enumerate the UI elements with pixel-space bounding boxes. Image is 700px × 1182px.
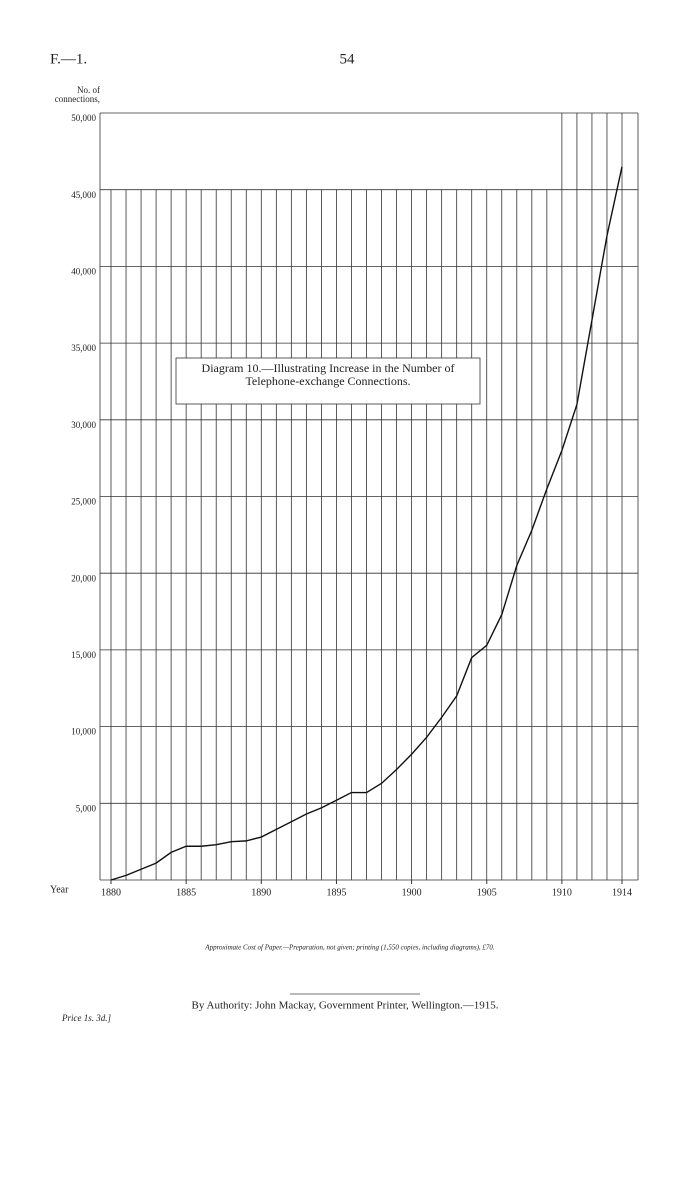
y-tick-label: 50,000 bbox=[71, 113, 96, 123]
x-tick-label: 1900 bbox=[402, 887, 422, 898]
y-tick-label: 35,000 bbox=[71, 343, 96, 353]
x-tick-label: 1885 bbox=[176, 887, 196, 898]
y-tick-label: 40,000 bbox=[71, 266, 96, 276]
y-axis-label-box: No. of connections, bbox=[54, 86, 100, 104]
y-tick-label: 10,000 bbox=[71, 727, 96, 737]
page-number: 54 bbox=[340, 51, 356, 67]
y-tick-label: 45,000 bbox=[71, 190, 96, 200]
x-tick-label: 1910 bbox=[552, 887, 572, 898]
y-tick-label: 5,000 bbox=[76, 803, 97, 813]
x-tick-label: 1914 bbox=[612, 887, 632, 898]
x-axis-label: Year bbox=[50, 884, 69, 895]
cost-note: Approximate Cost of Paper.—Preparation, … bbox=[204, 944, 495, 952]
x-tick-label: 1890 bbox=[251, 887, 271, 898]
y-tick-label: 30,000 bbox=[71, 420, 96, 430]
y-tick-label: 25,000 bbox=[71, 497, 96, 507]
x-tick-label: 1895 bbox=[326, 887, 346, 898]
data-line bbox=[110, 166, 623, 881]
authority: By Authority: John Mackay, Government Pr… bbox=[192, 1000, 499, 1012]
annotation-wrap: Diagram 10.—Illustrating Increase in the… bbox=[201, 362, 455, 388]
y-axis-label: No. of connections, bbox=[54, 86, 100, 104]
x-tick-label: 1880 bbox=[101, 887, 121, 898]
annotation-box bbox=[175, 357, 481, 405]
y-tick-label: 20,000 bbox=[71, 573, 96, 583]
price: Price 1s. 3d.] bbox=[61, 1013, 111, 1023]
header-left: F.—1. bbox=[50, 51, 87, 67]
y-tick-label: 15,000 bbox=[71, 650, 96, 660]
x-tick-label: 1905 bbox=[477, 887, 497, 898]
annotation: Diagram 10.—Illustrating Increase in the… bbox=[201, 362, 455, 388]
